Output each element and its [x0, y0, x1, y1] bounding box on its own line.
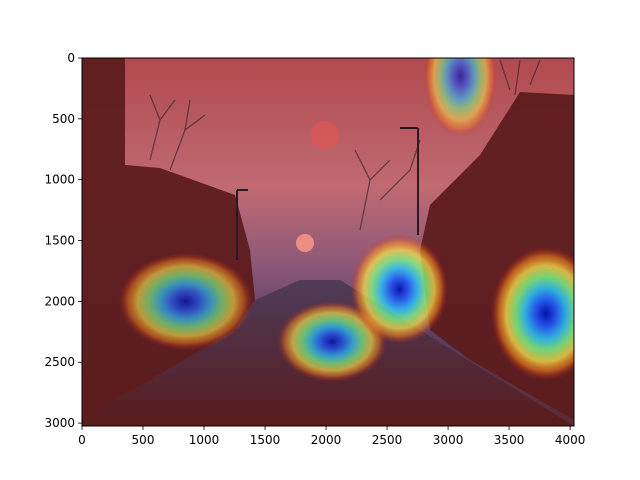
- y-tick-label: 3000: [44, 416, 75, 430]
- x-axis: 0 500 1000 1500 2000 2500 3000 3500 4000: [78, 426, 585, 447]
- y-tick-label: 500: [52, 112, 75, 126]
- hotspot-left-building: [118, 252, 253, 351]
- street-lamps: [236, 127, 419, 260]
- y-tick-label: 1000: [44, 173, 75, 187]
- sun-glow: [296, 234, 314, 252]
- plot-area: 0 500 1000 1500 2000 2500 3000 3500 4000 0 500 100…: [44, 51, 585, 447]
- y-axis: 0 500 1000 1500 2000 2500 3000: [44, 51, 82, 430]
- hotspot-center-street: [277, 301, 388, 382]
- x-tick-label: 2500: [372, 433, 403, 447]
- upper-glow: [311, 121, 339, 149]
- x-tick-label: 1500: [250, 433, 281, 447]
- y-tick-label: 1500: [44, 234, 75, 248]
- heatmap-hotspots: [118, 58, 574, 382]
- x-tick-label: 1000: [189, 433, 220, 447]
- x-tick-label: 4000: [555, 433, 586, 447]
- axes-frame: [81, 57, 575, 427]
- hotspot-right-building: [490, 246, 574, 381]
- tree-branches: [149, 59, 541, 231]
- y-tick-label: 2000: [44, 294, 75, 308]
- x-tick-label: 500: [132, 433, 155, 447]
- hotspot-center-right: [350, 234, 449, 344]
- y-tick-label: 2500: [44, 355, 75, 369]
- y-tick-label: 0: [67, 51, 75, 65]
- x-tick-label: 3000: [433, 433, 464, 447]
- x-tick-label: 3500: [494, 433, 525, 447]
- x-tick-label: 0: [78, 433, 86, 447]
- x-tick-label: 2000: [311, 433, 342, 447]
- hotspot-upper-right-sky: [423, 58, 497, 138]
